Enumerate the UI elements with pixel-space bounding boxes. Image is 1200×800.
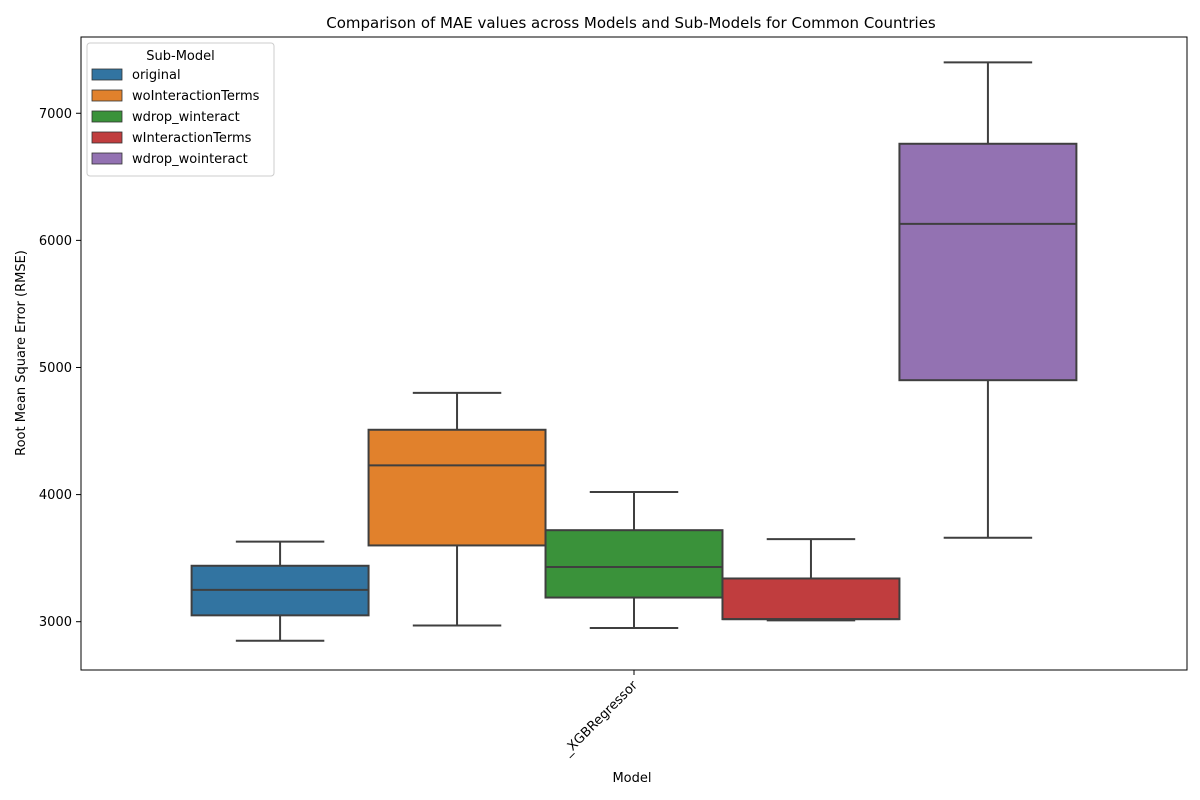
legend-frame [86,42,275,177]
box-body [544,529,724,599]
box-body [898,142,1078,382]
legend-title: Sub-Model [146,49,214,64]
legend: Sub-Model original woInteractionTerms wdrop… [86,42,275,177]
boxes-group [190,61,1078,642]
y-tick-label: 5000 [39,361,72,376]
y-axis: 3000 4000 5000 6000 7000 [39,107,81,630]
y-tick-label: 3000 [39,615,72,630]
legend-swatch-wdrop_wointeract [91,152,123,165]
legend-label-wInteractionTerms: wInteractionTerms [132,131,252,146]
chart-title: Comparison of MAE values across Models a… [326,14,936,32]
box-woInteractionTerms [367,391,547,627]
x-axis: _XGBRegressor [560,670,642,760]
box-original [190,540,370,642]
legend-label-woInteractionTerms: woInteractionTerms [132,89,260,104]
legend-label-wdrop_winteract: wdrop_winteract [132,110,240,125]
x-tick-label: _XGBRegressor [560,678,642,760]
y-tick-label: 6000 [39,234,72,249]
legend-swatch-woInteractionTerms [91,89,123,102]
legend-label-original: original [132,68,181,83]
y-tick-label: 4000 [39,488,72,503]
box-body [721,577,901,621]
y-axis-label: Root Mean Square Error (RMSE) [14,250,29,456]
x-axis-label: Model [612,771,651,786]
box-wInteractionTerms [721,538,901,622]
box-wdrop_wointeract [898,61,1078,539]
box-wdrop_winteract [544,491,724,630]
y-tick-label: 7000 [39,107,72,122]
box-body [367,428,547,547]
legend-swatch-wdrop_winteract [91,110,123,123]
legend-swatch-original [91,68,123,81]
legend-label-wdrop_wointeract: wdrop_wointeract [132,152,248,167]
legend-swatch-wInteractionTerms [91,131,123,144]
